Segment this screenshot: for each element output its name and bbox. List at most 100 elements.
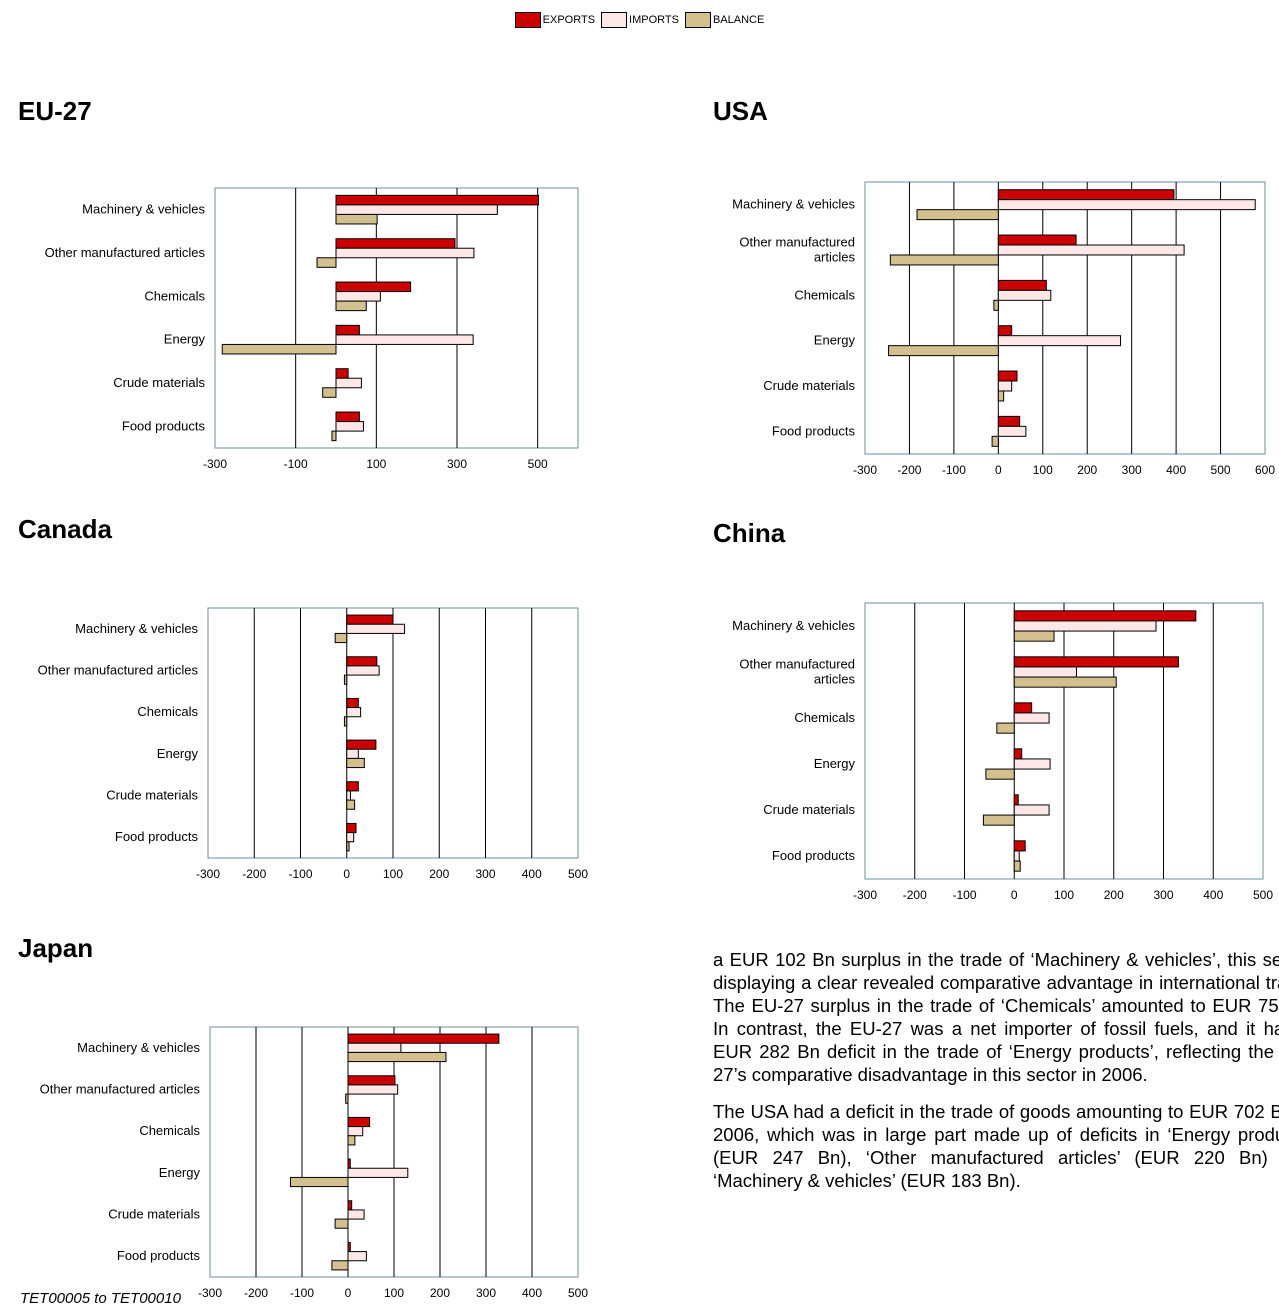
bar-imports (1013, 758, 1051, 770)
bar-exports (346, 656, 378, 667)
bar-balance (346, 799, 356, 810)
category-label: Chemicals (794, 287, 855, 302)
category-label: Food products (772, 848, 856, 863)
category-label: Food products (122, 418, 206, 433)
x-tick-label: 0 (343, 867, 350, 881)
bar-imports (997, 380, 1013, 392)
x-tick-label: -100 (942, 463, 966, 477)
bar-imports (346, 623, 406, 634)
bar-balance (331, 430, 337, 442)
category-label: Crude materials (763, 802, 855, 817)
x-tick-label: -300 (198, 1286, 222, 1300)
category-label: Chemicals (139, 1123, 200, 1138)
category-label: Machinery & vehicles (732, 618, 855, 633)
x-tick-label: -100 (288, 867, 312, 881)
x-tick-label: 300 (447, 457, 467, 471)
category-label: Machinery & vehicles (75, 621, 198, 636)
x-tick-label: 400 (522, 867, 542, 881)
bar-imports (335, 377, 362, 389)
x-tick-label: 500 (1253, 888, 1273, 902)
x-tick-label: 300 (1153, 888, 1173, 902)
x-tick-label: 500 (568, 867, 588, 881)
bar-imports (1013, 712, 1050, 724)
category-label: Crude materials (108, 1207, 200, 1222)
legend-label-imports: IMPORTS (629, 14, 679, 26)
bar-balance (334, 632, 348, 644)
chart-legend: EXPORTS IMPORTS BALANCE (0, 12, 1279, 28)
category-label: Other manufactured articles (40, 1082, 201, 1097)
category-label: Crude materials (763, 378, 855, 393)
bar-imports (335, 334, 474, 345)
bar-balance (343, 674, 348, 685)
category-label: Energy (157, 746, 199, 761)
bar-imports (335, 421, 364, 432)
x-tick-label: 400 (1166, 463, 1186, 477)
plot-area (864, 602, 1264, 880)
x-tick-label: -100 (290, 1286, 314, 1300)
bar-balance (334, 1218, 349, 1229)
bar-balance (982, 814, 1015, 826)
category-label: articles (814, 672, 856, 687)
bar-balance (331, 1260, 349, 1271)
bar-exports (347, 1200, 353, 1211)
x-tick-label: -300 (203, 457, 227, 471)
x-tick-label: 200 (429, 867, 449, 881)
category-label: articles (814, 250, 856, 265)
bar-exports (1013, 610, 1197, 622)
bar-exports (347, 1033, 500, 1044)
plot-area (214, 187, 579, 449)
x-tick-label: -200 (244, 1286, 268, 1300)
bar-imports (347, 1251, 367, 1262)
chart-title-eu27: EU-27 (18, 96, 92, 126)
x-tick-label: 100 (1033, 463, 1053, 477)
x-tick-label: 200 (1104, 888, 1124, 902)
plot-area (207, 607, 579, 859)
bar-imports (346, 790, 351, 801)
legend-swatch-balance (684, 12, 711, 28)
bar-exports (335, 324, 360, 336)
body-text: a EUR 102 Bn surplus in the trade of ‘Ma… (713, 948, 1279, 1206)
x-tick-label: 600 (1255, 463, 1275, 477)
bar-balance (1013, 676, 1117, 688)
x-tick-label: -200 (242, 867, 266, 881)
category-label: Energy (814, 333, 856, 348)
bar-imports (346, 748, 359, 759)
bar-balance (991, 435, 999, 447)
x-tick-label: 100 (383, 867, 403, 881)
bar-exports (335, 194, 539, 206)
x-tick-label: -200 (897, 463, 921, 477)
legend-item-balance: BALANCE (684, 12, 765, 28)
bar-balance (316, 257, 337, 268)
bar-exports (346, 822, 357, 834)
bar-exports (347, 1075, 396, 1086)
bar-exports (347, 1241, 351, 1253)
legend-label-balance: BALANCE (712, 14, 765, 26)
bar-exports (1013, 656, 1179, 668)
x-tick-label: 500 (528, 457, 548, 471)
x-tick-label: -300 (196, 867, 220, 881)
bar-imports (335, 291, 381, 302)
bar-exports (346, 614, 394, 625)
chart-title-usa: USA (713, 96, 768, 126)
category-label: Crude materials (113, 375, 205, 390)
bar-imports (335, 247, 475, 259)
bar-imports (335, 204, 498, 215)
bar-imports (1013, 804, 1050, 816)
bar-exports (1013, 702, 1033, 714)
body-paragraph: a EUR 102 Bn surplus in the trade of ‘Ma… (713, 949, 1279, 1085)
bar-exports (335, 368, 349, 379)
category-label: Other manufactured (739, 657, 855, 672)
bar-imports (1013, 620, 1157, 632)
category-label: Machinery & vehicles (77, 1040, 200, 1055)
bar-balance (888, 345, 999, 357)
chart-title-japan: Japan (18, 933, 94, 963)
bar-balance (347, 1135, 356, 1146)
legend-swatch-exports (514, 12, 541, 28)
bar-balance (996, 722, 1015, 734)
bar-balance (335, 300, 367, 312)
category-label: Other manufactured articles (38, 663, 199, 678)
legend-swatch-imports (601, 12, 628, 28)
bar-exports (997, 370, 1018, 382)
bar-exports (347, 1116, 371, 1128)
bar-exports (335, 281, 412, 293)
